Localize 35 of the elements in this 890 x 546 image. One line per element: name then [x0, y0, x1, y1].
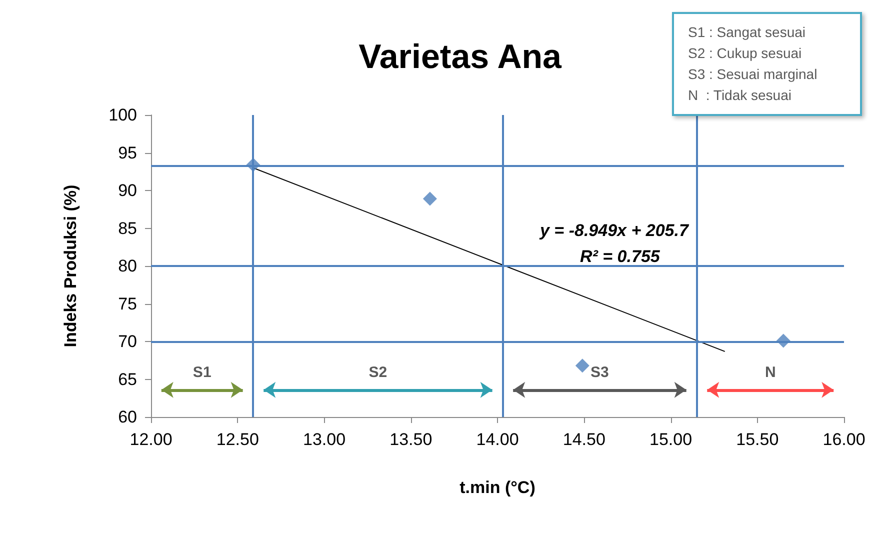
text: S1 : Sangat sesuai: [688, 23, 807, 42]
y-tick-label: 65: [118, 370, 137, 389]
y-tick-label: 90: [118, 181, 137, 200]
y-tick-label: 100: [108, 106, 137, 124]
annotation: S3: [590, 364, 609, 381]
x-tick-label: 14.50: [562, 430, 606, 449]
y-axis-title: Indeks Produksi (%): [61, 184, 80, 348]
point: [776, 334, 790, 348]
text: S3 : Sesuai marginal: [688, 65, 818, 84]
y-tick-label: 95: [118, 143, 137, 162]
x-tick-label: 13.00: [302, 430, 346, 449]
annotation: R² = 0.755: [580, 247, 660, 266]
point: [246, 158, 260, 172]
text: N : Tidak sesuai: [688, 86, 792, 105]
y-tick-label: 80: [118, 256, 137, 276]
x-tick-label: 15.00: [649, 430, 692, 449]
point: [575, 358, 590, 373]
y-tick-label: 85: [118, 218, 137, 238]
text: S2 : Cukup sesuai: [688, 44, 803, 63]
x-tick-label: 12.50: [216, 430, 259, 449]
annotation: S2: [368, 364, 388, 381]
x-tick-label: 12.00: [130, 430, 172, 449]
chart-title: Varietas Ana: [358, 38, 563, 76]
annotation: y = -8.949x + 205.7: [539, 221, 690, 240]
y-tick-label: 70: [118, 332, 137, 351]
x-tick-label: 16.00: [822, 430, 866, 449]
point: [422, 192, 437, 206]
y-tick-label: 60: [118, 408, 137, 426]
annotation: N: [764, 364, 776, 381]
x-tick-label: 15.50: [736, 430, 779, 449]
x-tick-label: 13.50: [390, 430, 432, 449]
annotation: S1: [192, 364, 212, 381]
x-axis-title: t.min (°C): [460, 478, 536, 497]
y-tick-label: 75: [118, 294, 137, 314]
x-tick-label: 14.00: [476, 430, 519, 449]
